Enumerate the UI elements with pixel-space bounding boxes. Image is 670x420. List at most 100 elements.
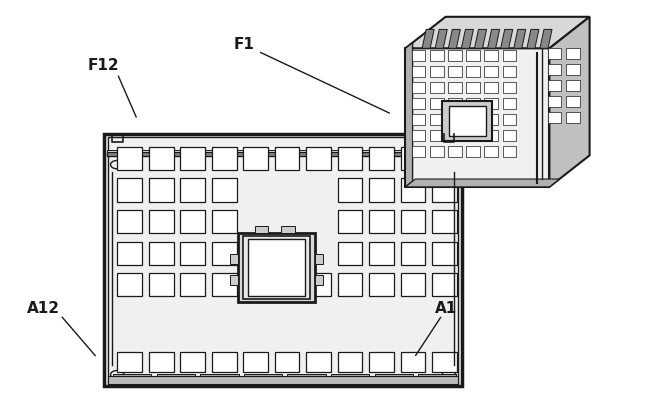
Bar (369, 210, 394, 233)
Polygon shape (436, 29, 448, 48)
Bar (418, 374, 456, 383)
Bar (448, 82, 462, 93)
Polygon shape (462, 29, 474, 48)
Bar (306, 352, 331, 372)
Bar (448, 130, 462, 141)
Bar (238, 233, 315, 302)
Bar (149, 178, 174, 202)
Bar (566, 48, 580, 59)
Bar (484, 50, 498, 61)
Bar (243, 147, 268, 170)
Bar (484, 98, 498, 109)
Bar (502, 114, 516, 125)
Bar (149, 241, 174, 265)
Bar (117, 241, 142, 265)
Bar (287, 374, 326, 383)
Bar (157, 374, 195, 383)
Bar (401, 178, 425, 202)
Bar (430, 114, 444, 125)
Bar (275, 273, 299, 296)
Bar (180, 178, 205, 202)
Bar (104, 134, 462, 386)
Bar (212, 273, 237, 296)
Bar (117, 273, 142, 296)
Bar (212, 241, 237, 265)
Bar (338, 273, 362, 296)
Polygon shape (540, 29, 552, 48)
Polygon shape (405, 42, 413, 187)
Bar (212, 147, 237, 170)
Text: A1: A1 (434, 301, 457, 316)
Polygon shape (405, 179, 559, 187)
Bar (149, 273, 174, 296)
Bar (243, 352, 268, 372)
Bar (117, 178, 142, 202)
Bar (108, 137, 458, 384)
Polygon shape (500, 29, 513, 48)
Bar (375, 374, 413, 383)
Text: F12: F12 (88, 58, 120, 73)
Bar (275, 147, 299, 170)
Polygon shape (488, 29, 500, 48)
Bar (430, 146, 444, 157)
Bar (448, 66, 462, 77)
Bar (466, 146, 480, 157)
Bar (484, 82, 498, 93)
Bar (432, 147, 457, 170)
Bar (401, 352, 425, 372)
Bar (149, 147, 174, 170)
Bar (442, 101, 492, 141)
Bar (244, 374, 282, 383)
Bar (369, 147, 394, 170)
Bar (117, 147, 142, 170)
Bar (275, 352, 299, 372)
Bar (369, 178, 394, 202)
Bar (412, 50, 425, 61)
Bar (117, 210, 142, 233)
Bar (243, 236, 310, 299)
Bar (448, 98, 462, 109)
Polygon shape (474, 29, 486, 48)
Text: A12: A12 (27, 301, 60, 316)
Bar (502, 50, 516, 61)
Bar (432, 210, 457, 233)
Bar (212, 352, 237, 372)
Bar (412, 146, 425, 157)
Bar (108, 376, 458, 384)
Bar (200, 374, 239, 383)
Bar (230, 254, 238, 264)
Bar (432, 352, 457, 372)
Bar (432, 178, 457, 202)
Bar (338, 352, 362, 372)
Bar (369, 352, 394, 372)
Bar (566, 64, 580, 75)
Bar (466, 82, 480, 93)
Bar (502, 98, 516, 109)
Polygon shape (448, 29, 460, 48)
Bar (466, 130, 480, 141)
Bar (548, 112, 561, 123)
Bar (338, 210, 362, 233)
Text: F1: F1 (234, 37, 255, 52)
Bar (107, 152, 459, 156)
Bar (306, 273, 331, 296)
Bar (548, 48, 561, 59)
Bar (248, 239, 305, 296)
Bar (502, 146, 516, 157)
Bar (430, 82, 444, 93)
Bar (180, 241, 205, 265)
Polygon shape (549, 17, 590, 187)
Bar (113, 374, 151, 383)
Bar (149, 210, 174, 233)
Bar (412, 98, 425, 109)
Bar (412, 114, 425, 125)
Bar (180, 352, 205, 372)
Bar (338, 147, 362, 170)
Bar (484, 114, 498, 125)
Bar (484, 146, 498, 157)
Bar (338, 241, 362, 265)
Bar (432, 241, 457, 265)
Bar (180, 210, 205, 233)
Bar (412, 82, 425, 93)
Bar (548, 80, 561, 91)
